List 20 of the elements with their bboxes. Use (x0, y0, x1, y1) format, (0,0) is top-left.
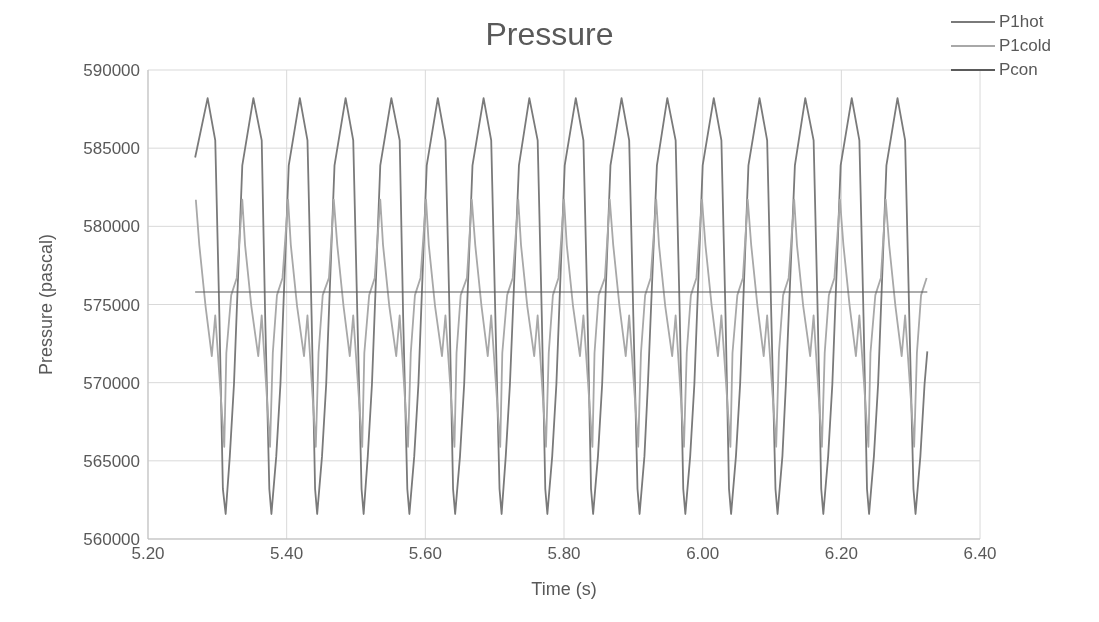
line-series (194, 198, 928, 448)
y-tick-label: 570000 (83, 373, 140, 393)
x-tick-label: 5.40 (270, 544, 304, 564)
y-tick-label: 585000 (83, 139, 140, 159)
x-tick-label: 6.40 (963, 544, 997, 564)
y-tick-label: 590000 (83, 61, 140, 81)
legend-label: Pcon (999, 59, 1038, 81)
legend-label: P1hot (999, 11, 1044, 33)
y-tick-label: 580000 (83, 217, 140, 237)
x-tick-label: 6.00 (686, 544, 720, 564)
y-axis-title: Pressure (pascal) (36, 233, 57, 376)
x-tick-label: 5.60 (408, 544, 442, 564)
y-tick-label: 575000 (83, 295, 140, 315)
y-tick-label: 565000 (83, 451, 140, 471)
x-axis-title: Time (s) (531, 579, 597, 599)
x-tick-label: 5.80 (547, 544, 581, 564)
legend-label: P1cold (999, 35, 1051, 57)
line-series (194, 97, 929, 515)
x-tick-label: 6.20 (824, 544, 858, 564)
chart-title: Pressure (485, 16, 614, 52)
